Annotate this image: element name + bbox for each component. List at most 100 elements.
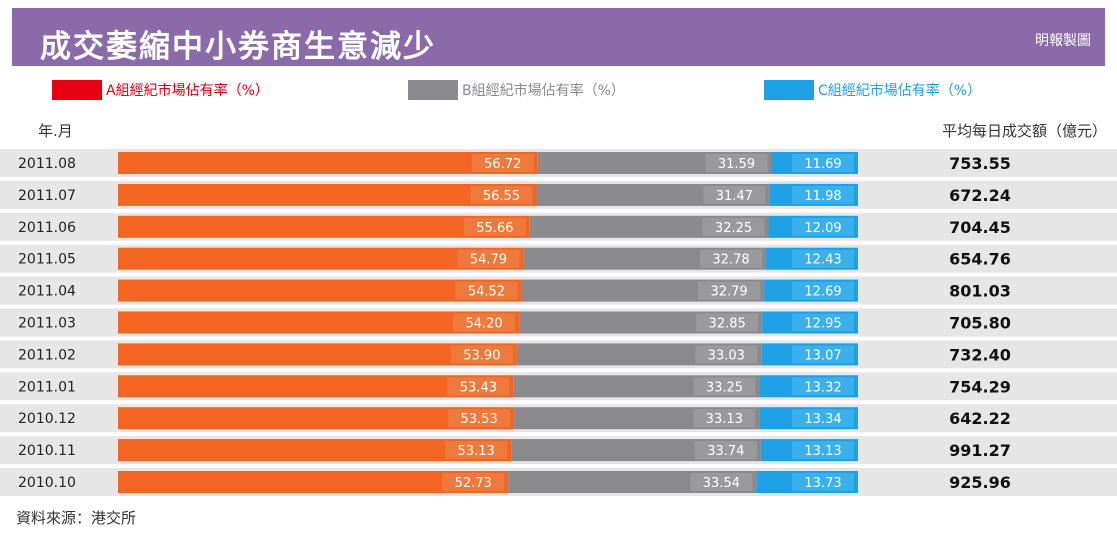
legend-label-b: B組經紀市場佔有率（%） [462,83,625,99]
data-label-c: 12.43 [804,253,841,268]
turnover-column-header: 平均每日成交額（億元） [941,122,1107,140]
category-axis-header: 年.月 [38,122,73,140]
category-label: 2011.05 [18,252,76,268]
turnover-value: 642.22 [949,409,1011,428]
turnover-value: 991.27 [949,441,1011,460]
data-label-bg-c [792,154,854,172]
data-label-bg-a [455,281,518,300]
bar-segment-a [118,183,537,206]
category-label: 2011.08 [18,156,76,172]
category-label: 2011.03 [18,316,76,332]
data-label-bg-a [453,313,516,332]
data-label-bg-b [700,249,763,268]
data-label-bg-b [694,441,757,460]
data-label-a: 56.72 [484,157,521,172]
legend-item-b: B組經紀市場佔有率（%） [408,78,625,102]
title-banner: 成交萎縮中小券商生意減少 明報製圖 [12,8,1105,66]
data-label-a: 53.53 [461,412,498,427]
data-label-bg-b [695,345,758,364]
turnover-value: 925.96 [949,473,1011,492]
data-label-bg-c [792,345,854,364]
data-label-c: 12.95 [804,317,841,332]
data-label-b: 33.03 [708,348,745,363]
bar-segment-a [118,343,517,366]
data-label-a: 52.73 [455,476,492,491]
turnover-value: 753.55 [949,154,1011,173]
data-label-bg-a [463,217,526,236]
data-label-bg-a [448,409,511,428]
bar-segment-a [118,471,509,493]
data-label-bg-a [442,473,505,491]
bar-segment-a [118,152,538,174]
legend-swatch-b [408,80,458,100]
turnover-value: 732.40 [949,345,1011,364]
data-label-bg-a [470,185,533,204]
data-label-a: 54.79 [470,253,507,268]
category-label: 2010.11 [18,443,76,459]
data-label-a: 55.66 [476,221,513,236]
data-label-bg-b [703,185,766,204]
data-label-bg-b [693,409,756,428]
source-note: 資料來源：港交所 [16,509,137,527]
data-label-bg-c [792,441,854,460]
data-label-bg-c [792,185,854,204]
data-label-c: 12.69 [804,285,841,300]
data-label-a: 54.20 [465,317,502,332]
legend-item-c: C組經紀市場佔有率（%） [764,78,981,102]
data-label-b: 31.59 [718,157,755,172]
bar-segment-a [118,279,522,302]
data-label-b: 33.25 [706,380,743,395]
credit-label: 明報製圖 [1035,33,1091,49]
data-label-c: 11.69 [804,157,841,172]
data-label-bg-b [693,377,756,396]
data-label-b: 31.47 [716,189,753,204]
data-label-bg-b [690,473,753,491]
data-label-c: 13.32 [804,380,841,395]
data-label-bg-c [792,249,854,268]
data-label-b: 33.54 [703,476,740,491]
data-label-b: 33.13 [706,412,743,427]
data-label-bg-c [792,409,854,428]
legend-label-c: C組經紀市場佔有率（%） [818,83,982,99]
data-label-b: 33.74 [707,444,744,459]
turnover-value: 704.45 [949,218,1011,237]
data-label-a: 53.13 [458,444,495,459]
category-label: 2010.12 [18,411,76,427]
data-label-b: 32.25 [715,221,752,236]
data-label-bg-b [702,217,765,236]
data-label-a: 53.43 [460,380,497,395]
turnover-value: 705.80 [949,314,1011,333]
bar-segment-a [118,407,515,430]
data-label-a: 56.55 [483,189,520,204]
data-label-bg-b [705,154,768,172]
turnover-value: 754.29 [949,377,1011,396]
bar-segment-a [118,247,524,270]
category-label: 2010.10 [18,475,76,491]
legend-label-a: A組經紀市場佔有率（%） [106,83,269,99]
data-label-a: 53.90 [463,348,500,363]
data-label-bg-c [792,313,854,332]
category-label: 2011.01 [18,379,76,395]
data-label-b: 32.85 [709,317,746,332]
legend-swatch-a [52,80,102,100]
category-label: 2011.06 [18,220,76,236]
bar-segment-a [118,375,514,398]
category-label: 2011.04 [18,284,76,300]
category-label: 2011.02 [18,347,76,363]
data-label-bg-b [698,281,761,300]
data-label-bg-a [471,154,534,172]
data-label-bg-c [792,377,854,396]
data-label-c: 13.13 [804,444,841,459]
data-label-c: 13.34 [804,412,841,427]
data-label-bg-a [445,441,508,460]
data-label-bg-a [450,345,513,364]
data-label-bg-c [792,281,854,300]
bar-segment-a [118,311,520,334]
data-label-b: 32.79 [710,285,747,300]
data-label-c: 13.73 [804,476,841,491]
data-label-bg-a [457,249,520,268]
data-label-bg-c [792,473,854,491]
data-label-bg-c [792,217,854,236]
data-label-bg-b [696,313,759,332]
data-label-bg-a [447,377,510,396]
